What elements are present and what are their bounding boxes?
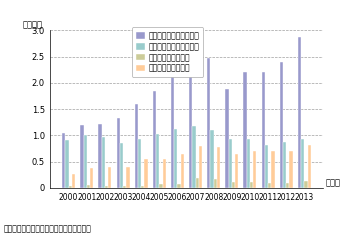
Bar xyxy=(189,54,192,188)
Bar xyxy=(80,125,84,188)
Bar xyxy=(141,186,145,188)
Bar xyxy=(66,140,69,188)
Bar xyxy=(174,129,177,188)
Bar xyxy=(159,184,163,188)
Bar xyxy=(108,167,111,188)
Bar xyxy=(135,104,138,188)
Bar xyxy=(87,185,90,188)
Bar xyxy=(195,178,199,188)
Bar xyxy=(283,142,286,188)
Bar xyxy=(232,182,235,188)
Bar xyxy=(163,159,166,188)
Bar xyxy=(181,154,184,188)
Bar xyxy=(262,72,265,188)
Legend: 産業財産権等使用料受取, 産業財産権等使用料支払, 著作権等使用料受取, 著作権等使用料支払: 産業財産権等使用料受取, 産業財産権等使用料支払, 著作権等使用料受取, 著作権… xyxy=(132,27,203,77)
Bar xyxy=(250,182,253,188)
Bar xyxy=(171,72,174,188)
Bar xyxy=(286,183,289,188)
Bar xyxy=(289,151,293,188)
Bar xyxy=(308,145,311,188)
Bar xyxy=(279,62,283,188)
Bar xyxy=(207,58,210,188)
Bar xyxy=(177,184,181,188)
Bar xyxy=(120,143,123,188)
Text: （年）: （年） xyxy=(326,179,341,188)
Text: （兆円）: （兆円） xyxy=(22,20,42,29)
Bar xyxy=(102,137,105,188)
Bar xyxy=(244,72,247,188)
Bar xyxy=(229,139,232,188)
Bar xyxy=(62,133,66,188)
Bar xyxy=(69,186,72,188)
Bar xyxy=(265,145,268,188)
Bar xyxy=(123,186,126,188)
Bar xyxy=(268,183,271,188)
Bar xyxy=(301,139,304,188)
Bar xyxy=(214,179,217,188)
Bar xyxy=(156,134,159,188)
Bar xyxy=(298,37,301,188)
Bar xyxy=(98,124,102,188)
Bar xyxy=(225,89,229,188)
Bar xyxy=(304,181,308,188)
Bar xyxy=(138,139,141,188)
Text: 資料：財務省「国際収支状況」から作成。: 資料：財務省「国際収支状況」から作成。 xyxy=(4,224,91,233)
Bar xyxy=(153,91,156,188)
Bar xyxy=(217,147,220,188)
Bar xyxy=(210,130,214,188)
Bar xyxy=(116,118,120,188)
Bar xyxy=(72,174,75,188)
Bar xyxy=(253,151,256,188)
Bar xyxy=(235,154,238,188)
Bar xyxy=(145,159,148,188)
Bar xyxy=(271,151,274,188)
Bar xyxy=(126,167,130,188)
Bar xyxy=(192,126,195,188)
Bar xyxy=(90,168,93,188)
Bar xyxy=(84,135,87,188)
Bar xyxy=(247,139,250,188)
Bar xyxy=(105,186,108,188)
Bar xyxy=(199,146,202,188)
